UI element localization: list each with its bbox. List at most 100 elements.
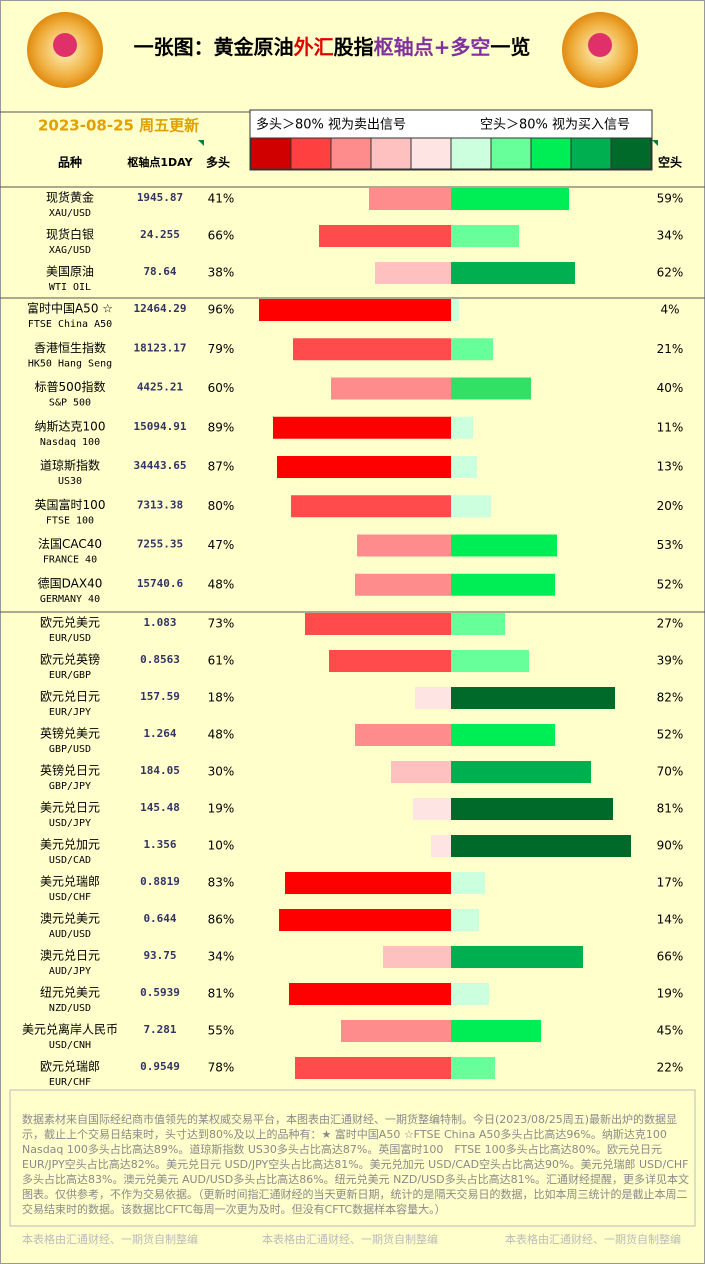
pivot: 184.05	[140, 764, 180, 777]
instrument-name: 德国DAX40	[38, 575, 103, 590]
long-label: 19%	[208, 802, 235, 816]
instrument-code: EUR/USD	[49, 633, 91, 644]
long-bar	[413, 798, 451, 820]
long-bar	[319, 225, 451, 247]
pivot: 34443.65	[134, 459, 187, 472]
instrument-code: FRANCE 40	[43, 555, 97, 566]
legend-swatch	[370, 137, 412, 170]
instrument-name: 标普500指数	[35, 379, 106, 394]
long-bar	[355, 573, 451, 596]
short-label: 52%	[657, 577, 684, 591]
short-bar	[451, 835, 631, 857]
short-bar	[451, 724, 555, 746]
long-label: 48%	[208, 728, 235, 742]
col-pivot: 枢轴点1DAY	[127, 155, 193, 169]
instrument-code: S&P 500	[49, 398, 91, 409]
short-bar	[451, 534, 557, 557]
long-label: 41%	[208, 192, 235, 206]
footer-note: 数据素材来自国际经纪商市值领先的某权威交易平台，本图表由汇通财经、一期货整编特制…	[22, 1113, 690, 1216]
instrument-code: EUR/JPY	[49, 707, 91, 718]
col-short: 空头	[658, 155, 682, 170]
instrument-code: WTI OIL	[49, 282, 91, 293]
long-label: 61%	[208, 654, 235, 668]
long-label: 66%	[208, 229, 235, 243]
pivot: 1.083	[143, 616, 176, 629]
pivot: 12464.29	[134, 302, 187, 315]
watermark: 本表格由汇通财经、一期货自制整编	[262, 1232, 438, 1246]
pivot: 157.59	[140, 690, 180, 703]
legend-swatch	[330, 137, 372, 170]
instrument-name: 欧元兑瑞郎	[40, 1060, 100, 1074]
short-bar	[451, 456, 477, 478]
title-part: 枢轴点+多空	[374, 35, 491, 59]
instrument-name: 欧元兑美元	[40, 616, 100, 630]
instrument-code: XAG/USD	[49, 245, 91, 256]
legend-swatch	[530, 137, 572, 170]
long-bar	[357, 534, 451, 557]
instrument-code: GBP/JPY	[49, 781, 91, 792]
legend-swatch	[610, 137, 652, 170]
pivot: 0.9549	[140, 1060, 180, 1073]
long-bar	[431, 835, 451, 857]
short-bar	[451, 225, 519, 247]
long-bar	[279, 909, 451, 931]
instrument-name: 欧元兑英镑	[40, 652, 100, 667]
legend-swatch	[490, 137, 532, 170]
long-bar	[341, 1020, 451, 1042]
instrument-name: 欧元兑日元	[40, 690, 100, 704]
long-label: 87%	[208, 460, 235, 474]
short-label: 53%	[657, 538, 684, 552]
instrument-code: US30	[58, 476, 82, 487]
long-bar	[329, 650, 451, 672]
title: 一张图：黄金原油外汇股指枢轴点+多空一览	[134, 35, 531, 59]
pivot: 0.644	[143, 912, 176, 925]
short-bar	[451, 573, 555, 596]
pivot: 15094.91	[134, 420, 187, 433]
instrument-name: 澳元兑美元	[40, 912, 100, 926]
instrument-name: 香港恒生指数	[34, 340, 106, 355]
instrument-code: Nasdaq 100	[40, 437, 100, 448]
short-label: 14%	[657, 913, 684, 927]
short-bar	[451, 1020, 541, 1042]
instrument-name: 法国CAC40	[38, 537, 102, 551]
long-bar	[291, 495, 451, 518]
instrument-name: 美元兑日元	[40, 801, 100, 815]
instrument-code: GBP/USD	[49, 744, 91, 755]
instrument-name: 纳斯达克100	[35, 419, 106, 433]
pivot: 0.8819	[140, 875, 180, 888]
legend-long: 多头＞80% 视为卖出信号	[256, 117, 406, 133]
long-label: 73%	[208, 617, 235, 631]
long-bar	[285, 872, 451, 894]
title-part: 一张图：黄金原油	[134, 35, 294, 59]
instrument-code: USD/CNH	[49, 1040, 91, 1051]
long-label: 30%	[208, 765, 235, 779]
long-label: 81%	[208, 987, 235, 1001]
short-label: 62%	[657, 266, 684, 280]
long-label: 10%	[208, 839, 235, 853]
long-bar	[295, 1057, 451, 1079]
pivot: 24.255	[140, 228, 180, 241]
short-bar	[451, 416, 473, 439]
pivot: 4425.21	[137, 381, 184, 394]
pivot: 1945.87	[137, 191, 183, 204]
instrument-name: 纽元兑美元	[40, 986, 100, 1000]
short-label: 52%	[657, 728, 684, 742]
long-label: 79%	[208, 342, 235, 356]
short-bar	[451, 946, 583, 968]
legend-short: 空头＞80% 视为买入信号	[480, 118, 630, 133]
instrument-code: FTSE China A50	[28, 319, 112, 330]
instrument-code: EUR/CHF	[49, 1077, 91, 1088]
pivot: 7313.38	[137, 498, 183, 511]
pivot: 93.75	[143, 949, 176, 962]
instrument-code: FTSE 100	[46, 515, 94, 526]
pivot: 78.64	[143, 265, 176, 278]
legend-swatch	[250, 137, 292, 170]
watermark: 本表格由汇通财经、一期货自制整编	[505, 1232, 681, 1246]
long-bar	[259, 299, 451, 321]
note-box	[9, 1089, 696, 1227]
title-part: 一览	[490, 35, 530, 59]
pivot: 7255.35	[137, 538, 183, 551]
legend-arrow	[198, 140, 204, 146]
